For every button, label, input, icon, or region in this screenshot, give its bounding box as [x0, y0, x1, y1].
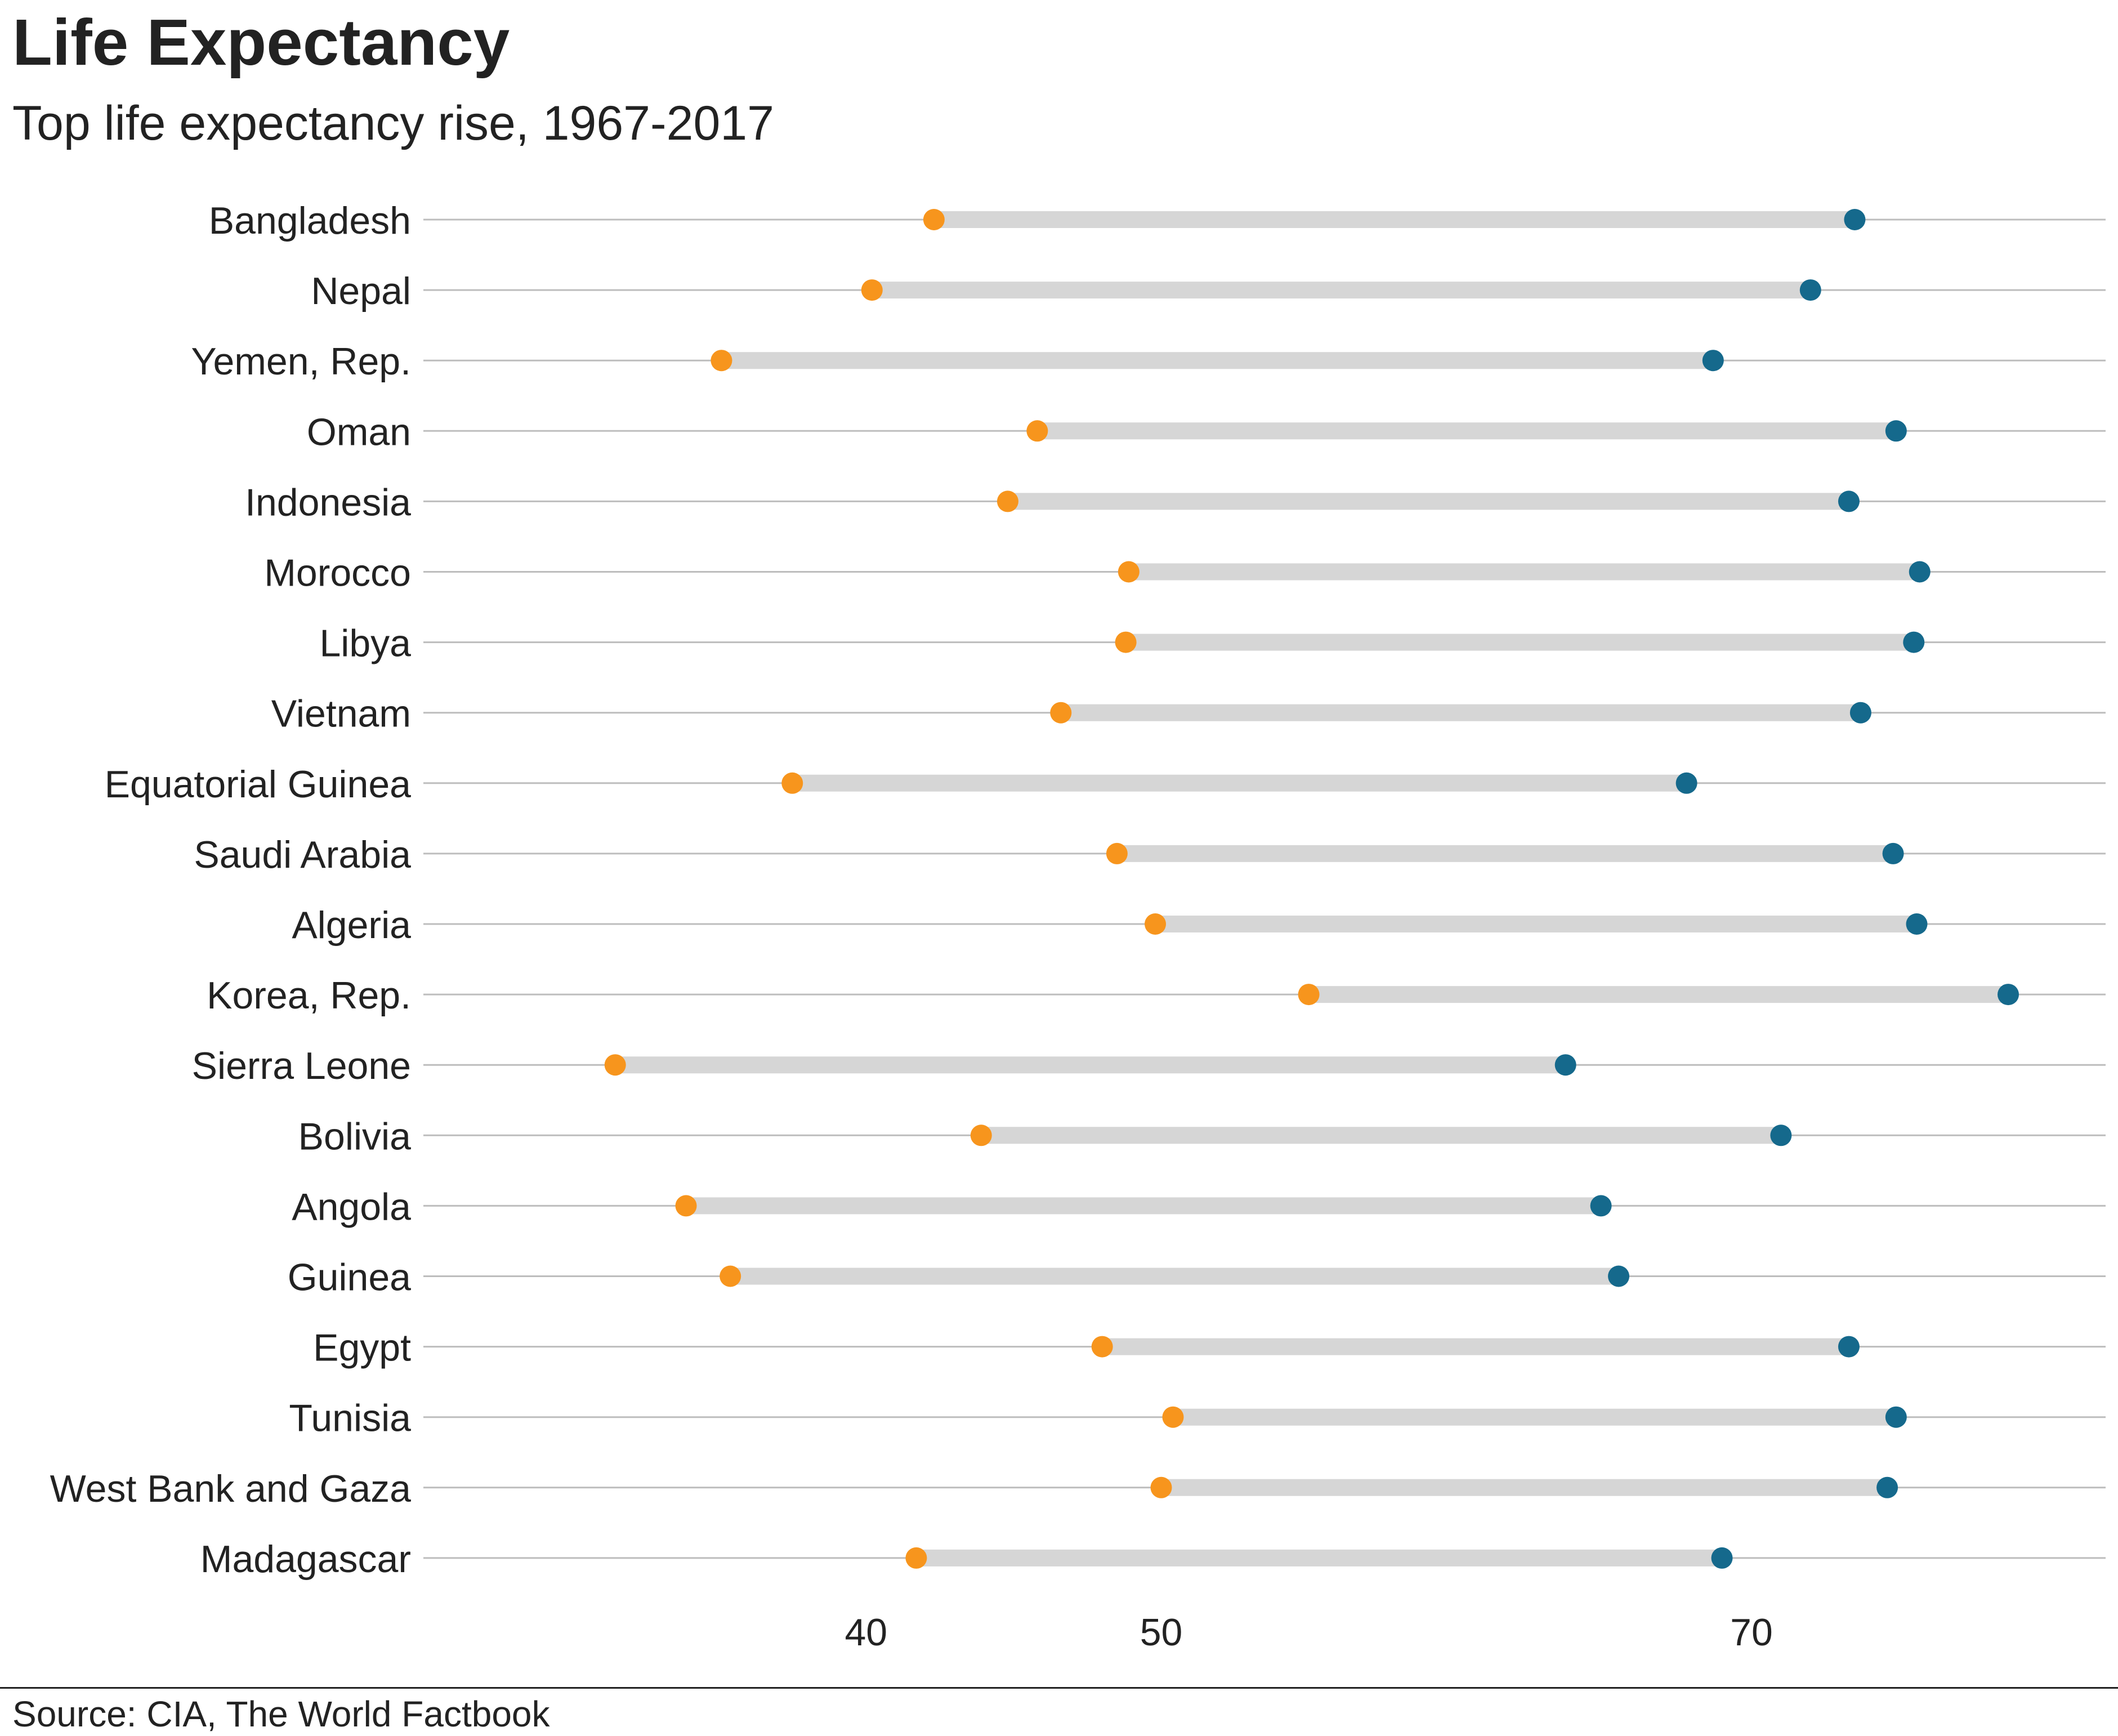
end-point — [1554, 1054, 1576, 1076]
category-label: Sierra Leone — [192, 1045, 411, 1087]
chart-subtitle: Top life expectancy rise, 1967-2017 — [12, 96, 774, 150]
start-point — [1162, 1406, 1184, 1428]
category-label: Bangladesh — [209, 199, 411, 242]
start-point — [1026, 420, 1048, 442]
category-label: Vietnam — [271, 693, 411, 735]
end-point — [1998, 984, 2019, 1006]
start-point — [1106, 842, 1128, 864]
start-point — [1145, 913, 1167, 935]
rows-layer: Bangladesh Nepal Yemen, Rep. Oman Indonesia M… — [50, 199, 2106, 1581]
category-label: Equatorial Guinea — [105, 763, 412, 806]
start-point — [1150, 1476, 1172, 1498]
start-point — [1050, 702, 1072, 724]
end-point — [1838, 490, 1860, 512]
start-point — [1091, 1336, 1113, 1358]
start-point — [720, 1265, 741, 1287]
category-label: Algeria — [292, 904, 411, 947]
start-point — [997, 490, 1018, 512]
start-point — [923, 209, 945, 230]
start-point — [905, 1547, 927, 1569]
category-label: Morocco — [264, 552, 411, 595]
end-point — [1844, 209, 1866, 230]
start-point — [861, 279, 883, 301]
category-label: Korea, Rep. — [207, 974, 411, 1017]
x-tick-label: 50 — [1140, 1611, 1183, 1654]
end-point — [1885, 1406, 1907, 1428]
end-point — [1838, 1336, 1860, 1358]
end-point — [1590, 1195, 1612, 1217]
x-tick-label: 40 — [844, 1611, 887, 1654]
category-label: Guinea — [288, 1256, 411, 1299]
end-point — [1711, 1547, 1733, 1569]
start-point — [675, 1195, 697, 1217]
end-point — [1882, 842, 1904, 864]
category-label: Oman — [307, 410, 411, 453]
end-point — [1849, 702, 1871, 724]
end-point — [1906, 913, 1928, 935]
x-axis-ticks: 40 50 70 — [844, 1611, 1772, 1654]
start-point — [1298, 984, 1320, 1006]
end-point — [1799, 279, 1821, 301]
category-label: Tunisia — [289, 1397, 411, 1440]
end-point — [1702, 350, 1724, 372]
source-divider — [0, 1687, 2118, 1689]
category-label: Saudi Arabia — [194, 833, 411, 876]
category-label: Yemen, Rep. — [191, 340, 411, 383]
x-tick-label: 70 — [1730, 1611, 1773, 1654]
end-point — [1909, 561, 1931, 583]
start-point — [711, 350, 732, 372]
end-point — [1608, 1265, 1630, 1287]
start-point — [970, 1124, 992, 1146]
start-point — [781, 772, 803, 794]
category-label: Libya — [319, 622, 411, 665]
end-point — [1770, 1124, 1792, 1146]
end-point — [1885, 420, 1907, 442]
start-point — [604, 1054, 626, 1076]
start-point — [1115, 631, 1137, 653]
category-label: Indonesia — [245, 481, 411, 524]
category-label: Angola — [292, 1185, 411, 1228]
start-point — [1118, 561, 1140, 583]
end-point — [1876, 1476, 1898, 1498]
category-label: Egypt — [313, 1327, 411, 1369]
end-point — [1903, 631, 1925, 653]
source-note: Source: CIA, The World Factbook — [12, 1694, 550, 1734]
category-label: Nepal — [311, 270, 411, 313]
category-label: Bolivia — [298, 1115, 411, 1158]
category-label: Madagascar — [200, 1538, 411, 1581]
category-label: West Bank and Gaza — [50, 1467, 412, 1510]
chart-title: Life Expectancy — [12, 6, 510, 79]
end-point — [1675, 772, 1697, 794]
dumbbell-chart: Bangladesh Nepal Yemen, Rep. Oman Indonesia M… — [50, 199, 2106, 1654]
